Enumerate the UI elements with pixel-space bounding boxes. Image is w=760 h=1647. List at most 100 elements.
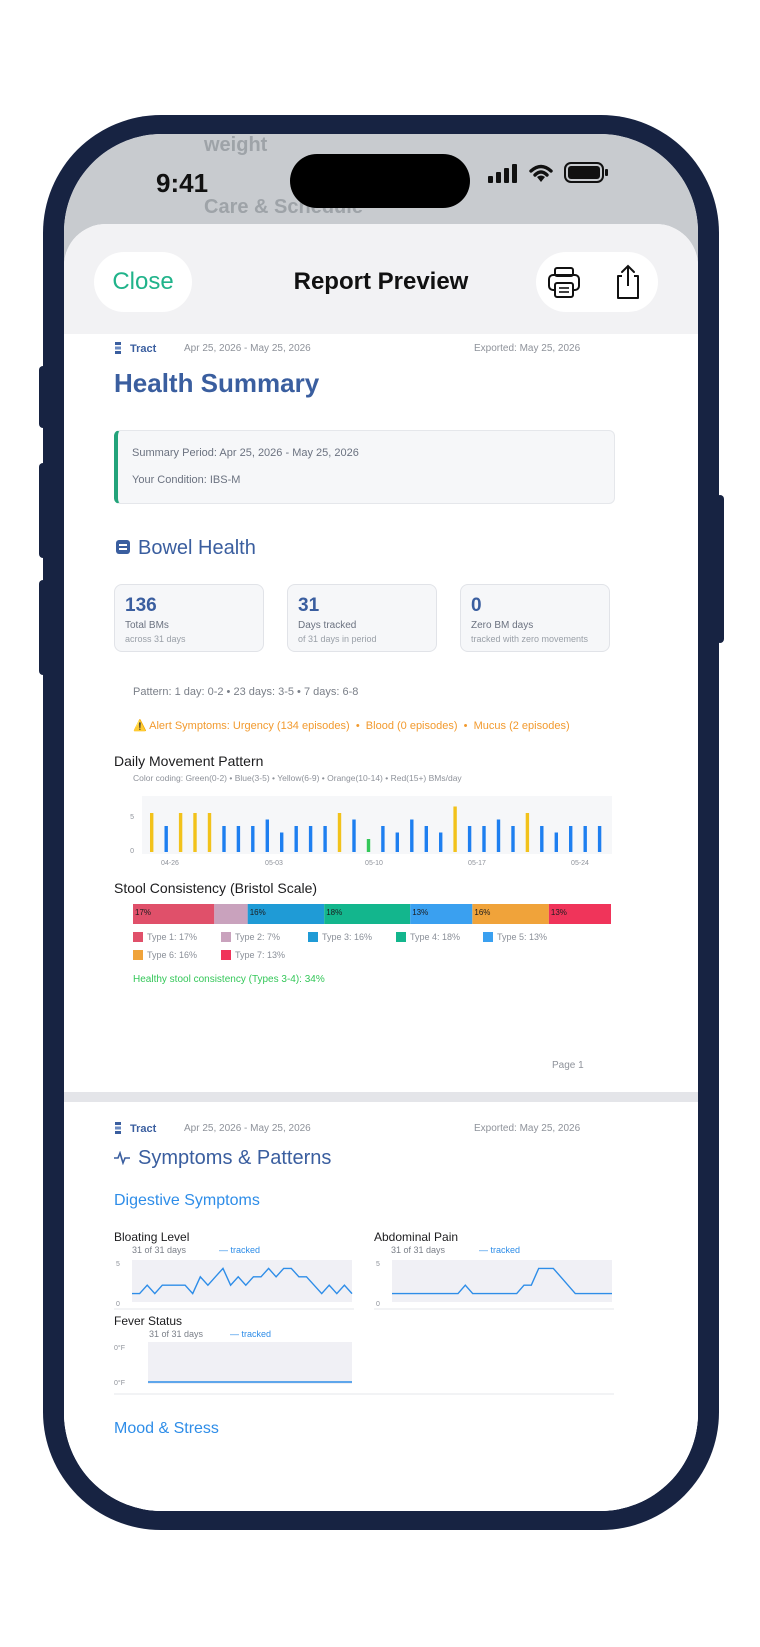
daily-bar [496, 819, 501, 852]
daily-bar [583, 826, 587, 852]
status-bar: 9:41 [64, 134, 698, 230]
alert-symptoms: ⚠️ Alert Symptoms: Urgency (134 episodes… [133, 719, 570, 732]
daily-bar [337, 813, 342, 852]
color-coding-note: Color coding: Green(0-2) • Blue(3-5) • Y… [133, 773, 462, 783]
daily-bar [554, 832, 558, 852]
legend-item: Type 1: 17% [133, 932, 197, 942]
bristol-legend: Type 1: 17% Type 2: 7% Type 3: 16% Type … [133, 932, 611, 972]
daily-bar [178, 813, 183, 852]
bristol-segment [410, 904, 473, 924]
stat-card-zero-bm-days: 0 Zero BM days tracked with zero movemen… [460, 584, 610, 652]
bristol-segment [548, 904, 611, 924]
report-page-1: Tract Apr 25, 2026 - May 25, 2026 Export… [64, 334, 698, 1092]
status-time: 9:41 [156, 168, 209, 198]
legend-swatch [396, 932, 406, 942]
printer-icon[interactable] [546, 264, 582, 300]
daily-bar [352, 819, 356, 852]
export-date: Exported: May 25, 2026 [474, 1123, 581, 1134]
legend-label: Type 6: 16% [147, 950, 198, 960]
close-button[interactable]: Close [94, 252, 192, 312]
abdominal-title: Abdominal Pain [374, 1230, 459, 1244]
legend-swatch [221, 932, 231, 942]
fever-days: 31 of 31 days [149, 1329, 204, 1339]
tract-logo-icon [115, 342, 121, 354]
legend-label: Type 1: 17% [147, 932, 198, 942]
y-tick-label: 0 [116, 1301, 120, 1308]
healthy-consistency-note: Healthy stool consistency (Types 3-4): 3… [133, 974, 325, 985]
fever-chart: 0°F 0°F [114, 1342, 614, 1395]
battery-icon [564, 162, 608, 183]
bristol-segment-label: 17% [135, 908, 151, 917]
daily-bar [222, 826, 226, 852]
symptoms-title: Symptoms & Patterns [138, 1147, 332, 1169]
stat-sub: tracked with zero movements [471, 634, 589, 644]
stat-value: 136 [125, 595, 157, 616]
daily-bar [453, 806, 457, 852]
daily-bar [569, 826, 573, 852]
daily-bar [323, 826, 327, 852]
x-tick-label: 05-10 [365, 860, 383, 867]
bristol-segment [324, 904, 411, 924]
chart-plot-area [142, 796, 612, 854]
share-icon[interactable] [612, 262, 644, 302]
alert-blood: Blood (0 episodes) [365, 720, 458, 732]
daily-bar [467, 826, 472, 852]
summary-period: Summary Period: Apr 25, 2026 - May 25, 2… [132, 447, 359, 459]
stat-card-total-bms: 136 Total BMs across 31 days [114, 584, 264, 652]
power-button[interactable] [716, 495, 724, 643]
daily-bar [207, 813, 212, 852]
tracked-legend: — tracked [479, 1245, 521, 1255]
report-document: Tract Apr 25, 2026 - May 25, 2026 Export… [64, 334, 698, 1511]
pulse-icon [114, 1151, 130, 1165]
legend-label: Type 5: 13% [497, 932, 548, 942]
stat-label: Zero BM days [471, 620, 534, 631]
daily-bar [424, 826, 428, 852]
legend-swatch [221, 950, 231, 960]
x-tick-label: 05-17 [468, 860, 486, 867]
daily-bar [482, 826, 486, 852]
legend-label: Type 3: 16% [322, 932, 373, 942]
bristol-segment [247, 904, 325, 924]
tracked-legend: — tracked [219, 1245, 261, 1255]
legend-swatch [133, 932, 143, 942]
legend-item: Type 2: 7% [221, 932, 280, 942]
stat-value: 31 [298, 595, 320, 616]
daily-bar [381, 826, 385, 852]
stat-sub: across 31 days [125, 634, 186, 644]
tract-logo-icon [115, 1122, 121, 1134]
y-tick-label: 0°F [114, 1379, 125, 1387]
y-tick-label: 5 [116, 1261, 120, 1268]
daily-bar [525, 813, 530, 852]
alert-separator: • [463, 720, 468, 732]
bristol-stacked-bar: 17% 16% 18% 13% 16% 13% [133, 904, 611, 924]
alert-separator: • [355, 720, 360, 732]
y-tick-label: 5 [376, 1261, 380, 1268]
legend-swatch [483, 932, 493, 942]
abdominal-days: 31 of 31 days [391, 1245, 446, 1255]
report-period: Apr 25, 2026 - May 25, 2026 [184, 343, 311, 354]
stool-consistency-title: Stool Consistency (Bristol Scale) [114, 880, 318, 896]
daily-bar [410, 819, 414, 852]
sheet-title: Report Preview [293, 268, 469, 295]
tracked-legend: — tracked [230, 1329, 272, 1339]
chart-plot-area [148, 1342, 352, 1384]
daily-bar [294, 826, 298, 852]
bloating-days: 31 of 31 days [132, 1245, 187, 1255]
legend-item: Type 6: 16% [133, 950, 197, 960]
legend-item: Type 5: 13% [483, 932, 547, 942]
legend-label: Type 2: 7% [235, 932, 281, 942]
page-number: Page 1 [552, 1060, 584, 1071]
daily-bar [150, 813, 154, 852]
daily-bar [164, 826, 168, 852]
bloating-chart: 5 0 [114, 1260, 354, 1310]
phone-screen: weight Care & Schedule 9:41 Close Report… [64, 134, 698, 1511]
daily-movement-chart: 5 0 04-26 05-03 05-10 05-17 05-24 [130, 796, 612, 867]
mood-stress-title: Mood & Stress [114, 1420, 219, 1437]
bloating-line [132, 1267, 353, 1295]
export-date: Exported: May 25, 2026 [474, 343, 581, 354]
daily-movement-title: Daily Movement Pattern [114, 753, 264, 769]
report-preview-sheet: Close Report Preview [64, 224, 698, 1511]
bowel-health-title: Bowel Health [138, 537, 256, 559]
y-tick-label: 5 [130, 814, 134, 821]
report-title: Health Summary [114, 368, 320, 398]
